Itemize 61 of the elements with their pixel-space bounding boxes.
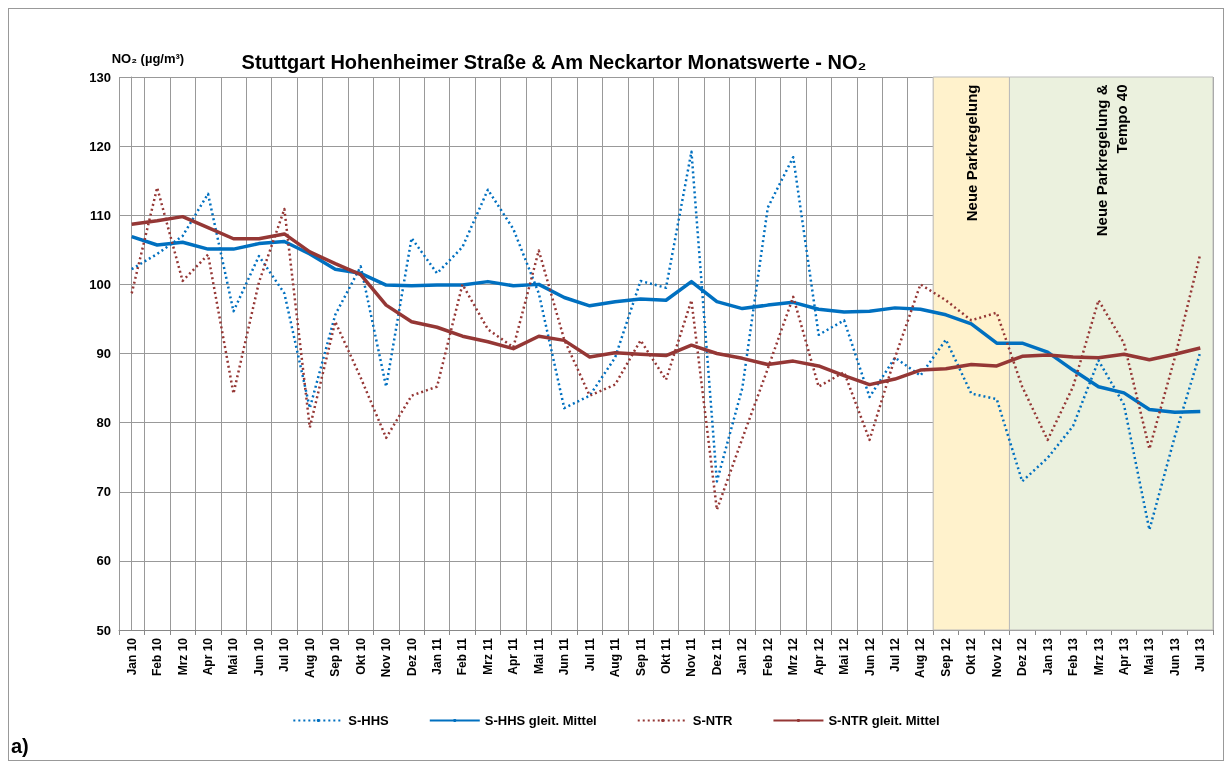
x-tick-label: Mrz 12 [786,637,801,676]
legend-label: S-HHS [348,713,390,728]
x-tick-label: Mrz 11 [480,637,495,675]
x-tick-label: Sep 12 [938,637,953,677]
x-tick-label: Apr 13 [1116,637,1131,676]
x-tick-label: Jan 11 [430,637,445,675]
y-tick-label: 100 [89,276,111,292]
x-tick-label: Jul 12 [887,637,902,673]
text: a) [11,735,29,757]
y-tick-label: 70 [96,484,111,500]
x-tick-label: Aug 12 [913,637,928,679]
x-tick-label: Mai 12 [837,637,852,675]
x-tick-label: Apr 12 [811,637,826,676]
x-tick-label: Apr 11 [506,637,521,675]
x-tick-label: Jun 12 [862,637,877,677]
x-tick-label: Feb 13 [1066,637,1081,677]
y-tick-label: 80 [96,415,111,431]
x-tick-label: Mrz 10 [175,637,190,676]
x-tick-label: Mai 11 [531,637,546,675]
y-tick-label: 50 [96,622,111,638]
x-tick-label: Nov 11 [684,637,699,677]
legend-label: S-NTR gleit. Mittel [828,713,940,728]
x-tick-label: Nov 10 [379,637,394,678]
x-tick-label: Jul 10 [277,637,292,673]
x-tick-label: Feb 10 [150,637,165,677]
x-tick-label: Mai 13 [1142,637,1157,675]
x-tick-label: Feb 11 [455,637,470,676]
x-tick-label: Mrz 13 [1091,637,1106,676]
x-tick-label: Feb 12 [760,637,775,677]
x-tick-label: Nov 12 [989,637,1004,678]
x-tick-label: Apr 10 [201,637,216,676]
x-tick-label: Okt 12 [964,637,979,675]
x-tick-label: Aug 10 [302,637,317,679]
x-tick-label: Okt 10 [353,637,368,675]
y-tick-label: 90 [96,346,111,361]
x-tick-label: Jun 10 [251,637,266,677]
x-tick-label: Mai 10 [226,637,241,675]
x-tick-label: Sep 11 [633,637,648,677]
x-tick-label: Jul 11 [582,637,597,672]
x-tick-label: Jan 12 [735,637,750,676]
legend-label: S-NTR [692,713,734,728]
legend-label: S-HHS gleit. Mittel [484,713,597,728]
x-tick-label: Jun 13 [1167,637,1182,677]
y-tick-label: 60 [96,553,111,569]
x-tick-label: Dez 11 [709,637,724,676]
x-tick-label: Jan 13 [1040,637,1055,676]
band-label: Neue Parkregelung & Tempo 40 [1092,84,1130,237]
x-tick-label: Jun 11 [557,637,572,676]
x-tick-label: Dez 12 [1015,637,1030,677]
x-tick-label: Dez 10 [404,637,419,677]
y-axis-title: NO₂ (µg/m³) [111,51,185,66]
x-tick-label: Jan 10 [124,637,139,676]
x-tick-label: Jul 13 [1193,637,1208,673]
x-tick-label: Sep 10 [328,637,343,677]
x-tick-label: Okt 11 [659,637,673,675]
band-label: Neue Parkregelung [962,84,980,222]
x-tick-label: Aug 11 [608,637,623,678]
y-tick-label: 130 [89,69,111,85]
y-tick-label: 120 [89,138,111,154]
y-tick-label: 110 [90,207,111,223]
chart-title: Stuttgart Hohenheimer Straße & Am Neckartor Monatswerte - NO₂ [241,51,867,73]
